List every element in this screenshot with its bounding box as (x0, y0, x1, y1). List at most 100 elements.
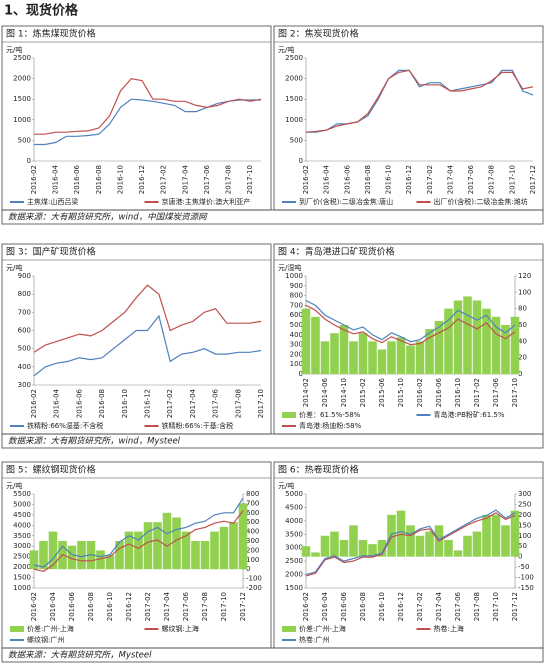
y2-tick-label: 100 (518, 532, 531, 540)
bar (358, 539, 368, 557)
bar (406, 345, 415, 374)
x-tick-label: 2016-10 (378, 592, 386, 621)
legend-label: 到厂价(含税):二级冶金焦:唐山 (299, 197, 393, 206)
y-tick-label: 600 (290, 311, 303, 319)
legend-label: 青岛港:PB粉矿:61.5% (434, 410, 505, 419)
y-tick-label: 800 (18, 290, 31, 298)
y-tick-label: 4500 (285, 503, 303, 511)
y2-tick-label: 150 (518, 521, 531, 529)
bar (229, 522, 238, 570)
bar (463, 535, 472, 557)
legend-swatch (282, 626, 296, 632)
bar (29, 550, 39, 570)
bar (320, 341, 330, 374)
x-tick-label: 2016-06 (73, 164, 81, 194)
legend-label: 青岛港:杨迪粉:58% (299, 421, 362, 430)
legend-label: 价差:广州-上海 (27, 624, 74, 633)
x-tick-label: 2017-10 (257, 389, 265, 418)
y-tick-label: 500 (18, 136, 31, 144)
y-tick-label: 5000 (13, 500, 31, 508)
y-tick-label: 2000 (285, 571, 303, 579)
legend-swatch (282, 412, 296, 418)
x-tick-label: 2017-06 (492, 377, 500, 407)
x-tick-label: 2016-10 (385, 165, 393, 194)
bar (501, 325, 510, 374)
chart-title: 图 2：焦炭现货价格 (278, 28, 359, 40)
bar (330, 531, 339, 557)
y-tick-label: 900 (290, 282, 303, 290)
bar (415, 535, 425, 557)
y2-tick-label: -100 (246, 575, 262, 583)
y-tick-label: 4500 (13, 511, 31, 519)
x-tick-label: 2016-06 (75, 388, 83, 418)
x-tick-label: 2016-10 (454, 378, 462, 407)
panel (273, 461, 544, 649)
source-note: 数据来源：大有期货研究所，Mysteel (8, 650, 152, 661)
x-tick-label: 2017-02 (426, 165, 434, 194)
panel (273, 25, 544, 211)
bar (482, 308, 491, 374)
y-axis-unit: 元/湿吨 (278, 263, 301, 272)
y-tick-label: 1500 (285, 584, 303, 592)
y2-tick-label: 40 (518, 337, 527, 345)
bar (472, 300, 482, 374)
bar (377, 349, 387, 374)
panel (273, 243, 544, 435)
series-line (34, 98, 261, 146)
x-tick-label: 2016-02 (30, 165, 38, 194)
bar (425, 329, 434, 374)
x-tick-label: 2016-04 (321, 591, 329, 621)
series-line (305, 69, 534, 133)
legend-label: 出厂价(含税):二级冶金焦:潍坊 (434, 197, 528, 206)
x-tick-label: 2017-10 (508, 165, 516, 194)
bar (301, 546, 311, 557)
bar (491, 514, 501, 557)
legend-label: 铁精粉:66%湿基:不含税 (27, 421, 103, 430)
y2-tick-label: -150 (518, 584, 534, 592)
bar (387, 514, 396, 557)
y-tick-label: 400 (290, 331, 303, 339)
y-tick-label: 4000 (13, 521, 31, 529)
bar (200, 541, 210, 570)
y2-tick-label: 0 (518, 370, 522, 378)
y2-tick-label: 250 (518, 500, 531, 508)
x-tick-label: 2015-06 (378, 377, 386, 407)
y-tick-label: 200 (290, 350, 303, 358)
bar (425, 531, 434, 557)
x-tick-label: 2017-08 (488, 165, 496, 194)
section-heading: 1、现货价格 (4, 3, 79, 19)
bar (238, 503, 248, 570)
x-tick-label: 2017-10 (492, 592, 500, 621)
y-tick-label: 800 (290, 292, 303, 300)
y-tick-label: 4000 (285, 517, 303, 525)
series-line (305, 509, 516, 576)
x-tick-label: 2017-06 (212, 388, 220, 418)
source-box (1, 209, 544, 225)
chart-title: 图 5：螺纹钢现货价格 (6, 464, 96, 476)
legend-label: 价差：61.5%-58% (299, 410, 361, 419)
x-tick-label: 2017-12 (239, 592, 247, 621)
panel (1, 461, 272, 649)
x-tick-label: 2017-04 (181, 164, 189, 194)
bar (444, 539, 453, 557)
x-tick-label: 2016-10 (116, 165, 124, 194)
x-tick-label: 2017-08 (225, 165, 233, 194)
x-tick-label: 2017-02 (144, 592, 152, 621)
x-tick-label: 2017-02 (160, 165, 168, 194)
y2-tick-label: 100 (246, 556, 259, 564)
x-tick-label: 2017-08 (201, 592, 209, 621)
bar (301, 308, 311, 374)
y2-tick-label: 50 (518, 542, 527, 550)
y-tick-label: 5000 (285, 490, 303, 498)
y2-tick-label: 120 (518, 272, 531, 280)
y2-tick-label: 400 (246, 528, 259, 536)
series-line (33, 497, 244, 568)
x-tick-label: 2017-04 (189, 388, 197, 418)
y-tick-label: 700 (18, 308, 31, 316)
bar (491, 316, 501, 374)
bar (406, 525, 415, 557)
bar (358, 333, 368, 374)
x-tick-label: 2016-02 (302, 592, 310, 621)
x-tick-label: 2017-10 (246, 165, 254, 194)
